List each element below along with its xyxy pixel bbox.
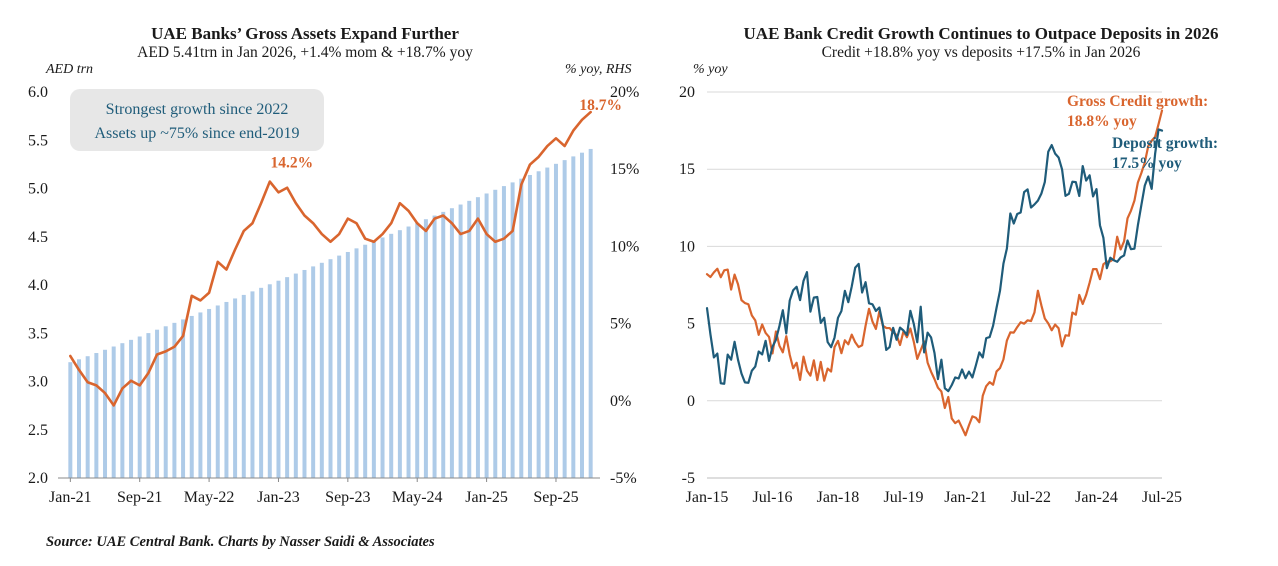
svg-text:May-22: May-22	[184, 489, 235, 506]
svg-text:5%: 5%	[610, 316, 631, 333]
svg-text:-5%: -5%	[610, 470, 637, 487]
svg-text:6.0: 6.0	[28, 84, 48, 101]
svg-text:Sep-23: Sep-23	[325, 489, 370, 506]
svg-text:15: 15	[679, 161, 695, 178]
svg-text:2.0: 2.0	[28, 470, 48, 487]
svg-text:5.5: 5.5	[28, 132, 48, 149]
svg-text:4.0: 4.0	[28, 277, 48, 294]
svg-text:20: 20	[679, 84, 695, 101]
svg-text:Jul-25: Jul-25	[1142, 489, 1182, 506]
svg-text:Strongest growth since 2022: Strongest growth since 2022	[106, 101, 289, 118]
svg-text:Jan-15: Jan-15	[686, 489, 729, 506]
svg-text:Jan-23: Jan-23	[257, 489, 300, 506]
svg-text:Jan-21: Jan-21	[49, 489, 92, 506]
svg-text:Deposit growth:: Deposit growth:	[1112, 135, 1218, 152]
svg-text:Jan-25: Jan-25	[465, 489, 508, 506]
svg-text:Jan-24: Jan-24	[1075, 489, 1118, 506]
svg-text:2.5: 2.5	[28, 422, 48, 439]
svg-text:Jul-22: Jul-22	[1011, 489, 1051, 506]
svg-text:May-24: May-24	[392, 489, 443, 506]
svg-text:Jan-18: Jan-18	[817, 489, 860, 506]
svg-text:18.8% yoy: 18.8% yoy	[1067, 113, 1137, 130]
svg-text:3.0: 3.0	[28, 374, 48, 391]
svg-text:3.5: 3.5	[28, 325, 48, 342]
svg-text:Sep-25: Sep-25	[533, 489, 578, 506]
svg-text:17.5% yoy: 17.5% yoy	[1112, 155, 1182, 172]
svg-text:15%: 15%	[610, 161, 639, 178]
svg-text:0%: 0%	[610, 393, 631, 410]
svg-text:Jan-21: Jan-21	[944, 489, 987, 506]
svg-text:10: 10	[679, 238, 695, 255]
svg-text:Gross Credit growth:: Gross Credit growth:	[1067, 93, 1208, 110]
svg-text:0: 0	[687, 393, 695, 410]
svg-text:Assets up ~75% since end-2019: Assets up ~75% since end-2019	[94, 125, 299, 142]
svg-text:14.2%: 14.2%	[270, 155, 313, 172]
svg-text:5.0: 5.0	[28, 181, 48, 198]
svg-text:Jul-16: Jul-16	[752, 489, 792, 506]
svg-text:18.7%: 18.7%	[579, 97, 622, 114]
svg-text:4.5: 4.5	[28, 229, 48, 246]
svg-text:10%: 10%	[610, 238, 639, 255]
svg-text:Jul-19: Jul-19	[883, 489, 923, 506]
svg-text:-5: -5	[682, 470, 695, 487]
svg-text:Sep-21: Sep-21	[117, 489, 162, 506]
svg-text:5: 5	[687, 316, 695, 333]
